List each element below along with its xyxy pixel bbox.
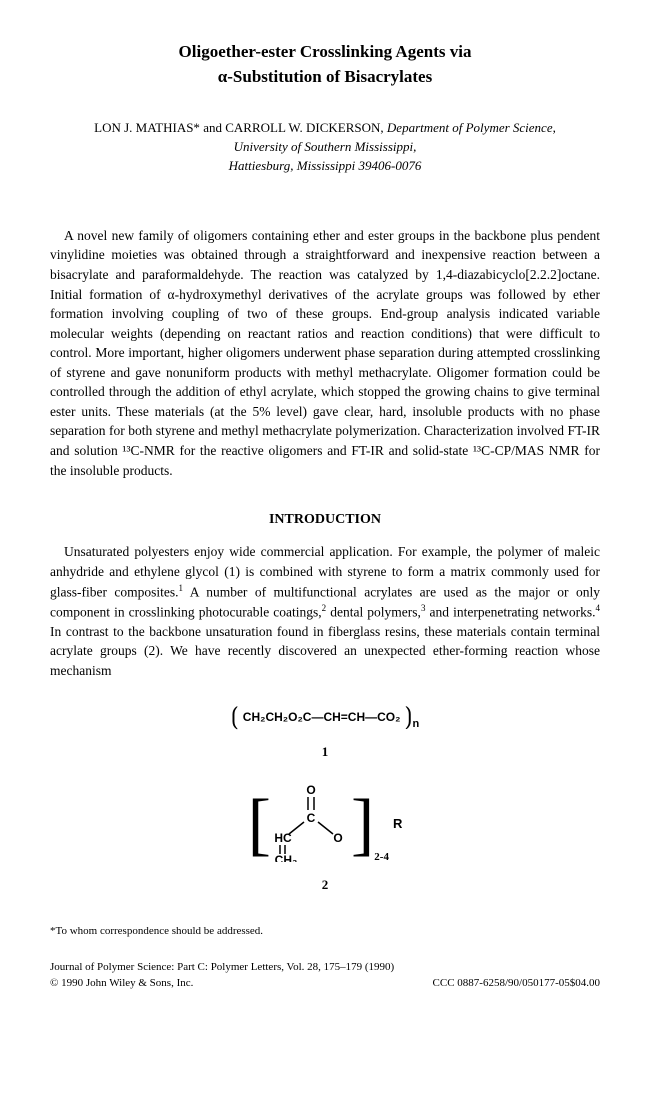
abstract-text: A novel new family of oligomers containi… xyxy=(50,226,600,480)
formula-1: CH₂CH₂O₂C—CH=CH—CO₂ xyxy=(239,709,405,726)
title-line1: Oligoether-ester Crosslinking Agents via xyxy=(179,42,472,61)
chemical-structure-2: [ O C O HC CH₂ ] 2-4 R 2 xyxy=(50,782,600,894)
correspondence-footnote: *To whom correspondence should be addres… xyxy=(50,924,600,940)
journal-footer: Journal of Polymer Science: Part C: Poly… xyxy=(50,960,600,976)
bracket-right-icon: ⟯ xyxy=(404,700,412,735)
author-1: LON J. MATHIAS* xyxy=(94,120,200,135)
intro-part5: In contrast to the backbone unsaturation… xyxy=(50,624,600,678)
intro-paragraph: Unsaturated polyesters enjoy wide commer… xyxy=(50,542,600,680)
ref-4: 4 xyxy=(596,603,601,613)
hc-label: HC xyxy=(274,831,292,845)
structure-number-2: 2 xyxy=(50,876,600,895)
bracket-right-big-icon: ] xyxy=(351,790,374,860)
title-line2: α-Substitution of Bisacrylates xyxy=(218,67,432,86)
bracket-left-icon: ⟮ xyxy=(231,700,239,735)
section-heading-intro: INTRODUCTION xyxy=(50,510,600,530)
author-conj: and xyxy=(200,120,225,135)
o-right-label: O xyxy=(333,831,342,845)
author-2: CARROLL W. DICKERSON, xyxy=(225,120,383,135)
affiliation-2: Hattiesburg, Mississippi 39406-0076 xyxy=(229,158,422,173)
journal-citation: Journal of Polymer Science: Part C: Poly… xyxy=(50,960,394,976)
ccc-code: CCC 0887-6258/90/050177-05$04.00 xyxy=(433,976,600,992)
subscript-2: 2-4 xyxy=(374,850,389,866)
o-label: O xyxy=(306,783,315,797)
copyright-text: © 1990 John Wiley & Sons, Inc. xyxy=(50,976,193,992)
ch2-label: CH₂ xyxy=(275,853,298,862)
bracket-left-big-icon: [ xyxy=(248,790,271,860)
authors-block: LON J. MATHIAS* and CARROLL W. DICKERSON… xyxy=(50,119,600,176)
c-label: C xyxy=(307,811,316,825)
subscript-1: n xyxy=(412,717,419,733)
copyright-line: © 1990 John Wiley & Sons, Inc. CCC 0887-… xyxy=(50,976,600,992)
r-group-label: R xyxy=(393,815,402,834)
intro-part3: dental polymers, xyxy=(326,604,421,619)
structure-2-svg: O C O HC CH₂ xyxy=(271,782,351,868)
structure-number-1: 1 xyxy=(50,743,600,762)
chemical-structure-1: ⟮ CH₂CH₂O₂C—CH=CH—CO₂ ⟯ n 1 xyxy=(50,700,600,762)
paper-title: Oligoether-ester Crosslinking Agents via… xyxy=(50,40,600,89)
intro-part4: and interpenetrating networks. xyxy=(425,604,595,619)
